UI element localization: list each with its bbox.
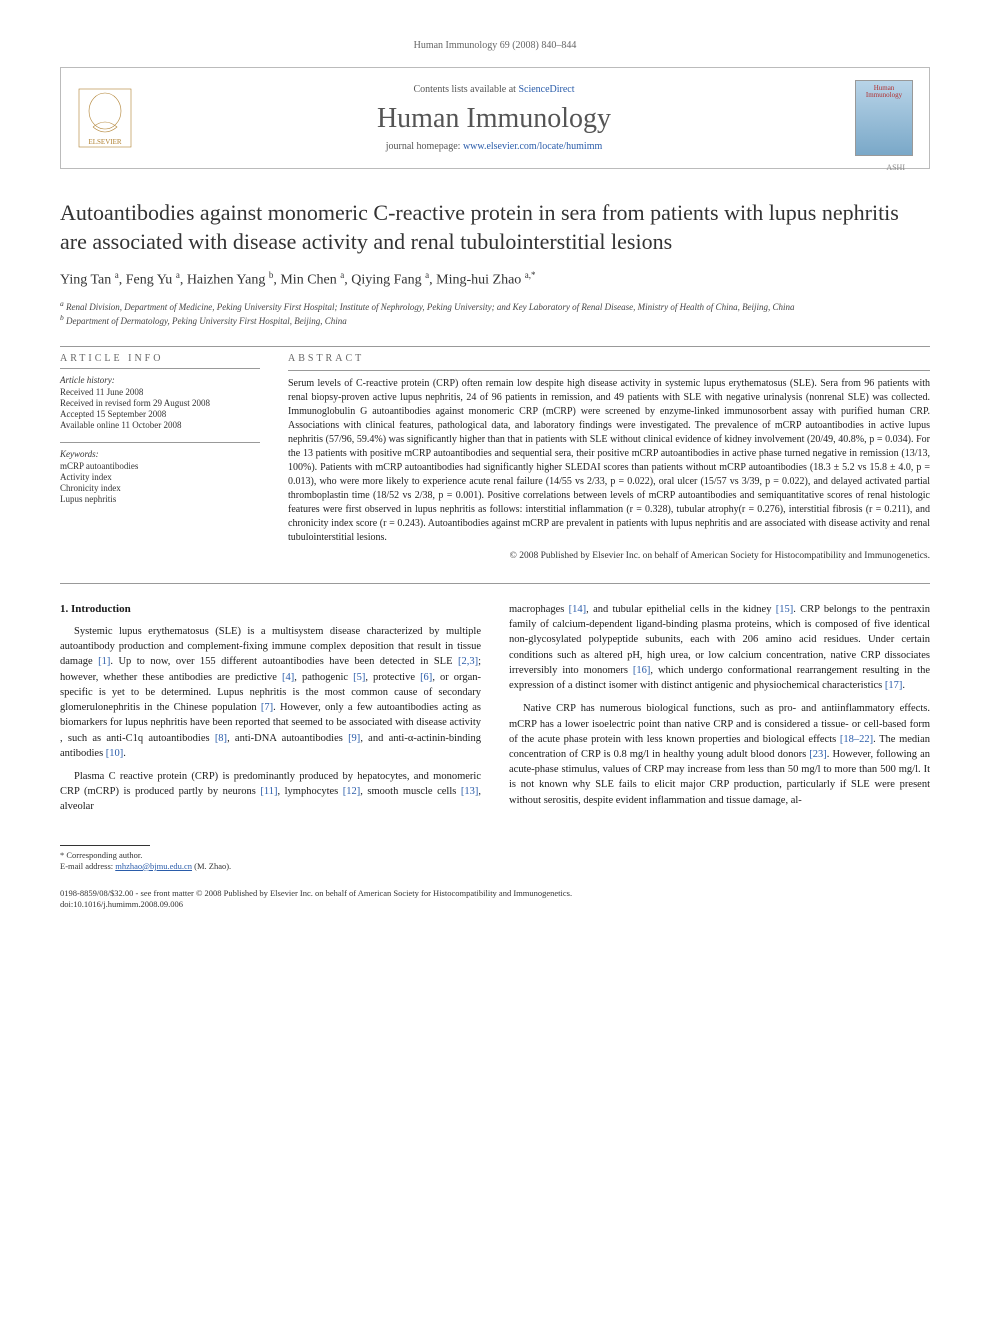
page-footer: 0198-8859/08/$32.00 - see front matter ©… (60, 888, 930, 910)
ashi-badge: ASHI (886, 163, 905, 172)
divider-top (60, 346, 930, 347)
abstract-column: ABSTRACT Serum levels of C-reactive prot… (288, 353, 930, 561)
authors: Ying Tan a, Feng Yu a, Haizhen Yang b, M… (60, 270, 930, 289)
body-column-right: macrophages [14], and tubular epithelial… (509, 602, 930, 872)
body-column-left: 1. Introduction Systemic lupus erythemat… (60, 602, 481, 872)
history-line: Received in revised form 29 August 2008 (60, 398, 260, 408)
keyword-line: mCRP autoantibodies (60, 461, 260, 471)
section-heading: 1. Introduction (60, 602, 481, 618)
divider-bottom (60, 583, 930, 584)
keyword-line: Lupus nephritis (60, 494, 260, 504)
keyword-line: Chronicity index (60, 483, 260, 493)
email-line: E-mail address: mhzhao@bjmu.edu.cn (M. Z… (60, 861, 481, 872)
email-suffix: (M. Zhao). (192, 861, 231, 871)
affiliation-b: b Department of Dermatology, Peking Univ… (60, 313, 930, 328)
elsevier-logo: ELSEVIER (77, 87, 133, 149)
keyword-line: Activity index (60, 472, 260, 482)
history-label: Article history: (60, 375, 260, 385)
contents-line: Contents lists available at ScienceDirec… (133, 84, 855, 95)
email-link[interactable]: mhzhao@bjmu.edu.cn (115, 861, 192, 871)
journal-cover-thumb: Human Immunology (855, 80, 913, 156)
footer-line-1: 0198-8859/08/$32.00 - see front matter ©… (60, 888, 930, 899)
cover-text: Human Immunology (856, 85, 912, 99)
contents-prefix: Contents lists available at (413, 84, 518, 95)
body-paragraph: Systemic lupus erythematosus (SLE) is a … (60, 624, 481, 761)
abstract-heading: ABSTRACT (288, 353, 930, 364)
info-abstract-row: ARTICLE INFO Article history: Received 1… (60, 353, 930, 561)
keywords-block: Keywords: mCRP autoantibodies Activity i… (60, 442, 260, 504)
body-columns: 1. Introduction Systemic lupus erythemat… (60, 602, 930, 872)
homepage-line: journal homepage: www.elsevier.com/locat… (133, 141, 855, 152)
corresponding-author: * Corresponding author. (60, 850, 481, 861)
footnote-rule (60, 845, 150, 846)
body-paragraph: Plasma C reactive protein (CRP) is predo… (60, 769, 481, 815)
copyright: © 2008 Published by Elsevier Inc. on beh… (288, 551, 930, 561)
journal-name: Human Immunology (133, 103, 855, 135)
affiliations: a Renal Division, Department of Medicine… (60, 299, 930, 328)
masthead-center: Contents lists available at ScienceDirec… (133, 84, 855, 152)
masthead-left: ELSEVIER (77, 87, 133, 149)
email-label: E-mail address: (60, 861, 115, 871)
homepage-link[interactable]: www.elsevier.com/locate/humimm (463, 141, 602, 152)
masthead: ELSEVIER Contents lists available at Sci… (60, 67, 930, 169)
history-line: Available online 11 October 2008 (60, 420, 260, 430)
body-paragraph: Native CRP has numerous biological funct… (509, 701, 930, 808)
keywords-label: Keywords: (60, 449, 260, 459)
article-title: Autoantibodies against monomeric C-react… (60, 199, 930, 256)
history-line: Received 11 June 2008 (60, 387, 260, 397)
affiliation-a: a Renal Division, Department of Medicine… (60, 299, 930, 314)
footer-line-2: doi:10.1016/j.humimm.2008.09.006 (60, 899, 930, 910)
running-header: Human Immunology 69 (2008) 840–844 (60, 40, 930, 51)
masthead-right: Human Immunology ASHI (855, 80, 913, 156)
homepage-prefix: journal homepage: (386, 141, 463, 152)
abstract-rule (288, 370, 930, 371)
article-info: ARTICLE INFO Article history: Received 1… (60, 353, 260, 561)
body-paragraph: macrophages [14], and tubular epithelial… (509, 602, 930, 693)
abstract-text: Serum levels of C-reactive protein (CRP)… (288, 377, 930, 545)
sciencedirect-link[interactable]: ScienceDirect (518, 84, 574, 95)
history-line: Accepted 15 September 2008 (60, 409, 260, 419)
svg-text:ELSEVIER: ELSEVIER (88, 138, 121, 146)
article-info-heading: ARTICLE INFO (60, 353, 260, 364)
footnote: * Corresponding author. E-mail address: … (60, 850, 481, 872)
history-block: Article history: Received 11 June 2008 R… (60, 368, 260, 430)
